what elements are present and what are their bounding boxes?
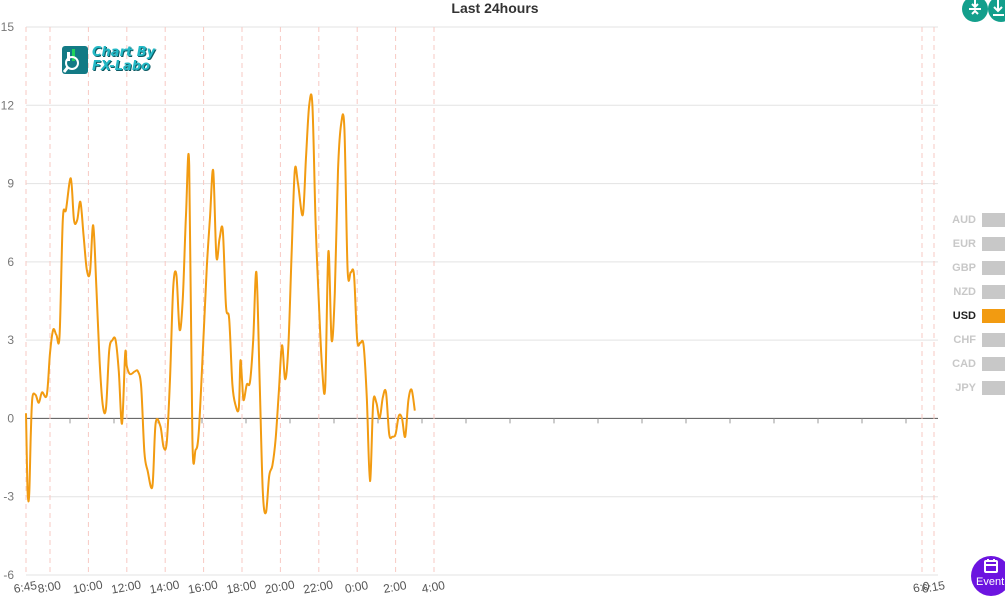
x-tick-label: 2:00 [382, 578, 408, 595]
legend-label: GBP [952, 262, 976, 274]
download-icon[interactable] [988, 0, 1005, 22]
legend-label: USD [952, 310, 976, 322]
legend-item-eur[interactable]: EUR [940, 232, 1005, 256]
chart-by-logo: Chart By FX-Labo [62, 46, 155, 74]
legend-swatch [982, 213, 1005, 227]
x-tick-label: 12:00 [110, 578, 142, 595]
x-tick-label: 6:0 [912, 579, 931, 595]
legend-swatch [982, 237, 1005, 251]
y-tick-label: -6 [3, 568, 14, 582]
x-tick-label: 0:00 [344, 578, 370, 595]
x-tick-label: 6:15 [921, 578, 947, 595]
logo-line1: Chart By [92, 45, 156, 60]
legend-item-jpy[interactable]: JPY [940, 376, 1005, 400]
x-tick-label: 20:00 [264, 578, 296, 595]
legend-label: CAD [952, 358, 976, 370]
legend-swatch [982, 333, 1005, 347]
legend-swatch [982, 285, 1005, 299]
x-tick-label: 4:00 [421, 578, 447, 595]
event-button[interactable]: Event [971, 556, 1005, 596]
legend-label: JPY [955, 382, 976, 394]
legend-item-usd[interactable]: USD [940, 304, 1005, 328]
legend-swatch [982, 357, 1005, 371]
chart-title: Last 24hours [451, 0, 539, 16]
y-tick-label: 3 [7, 333, 14, 347]
y-tick-label: 12 [1, 98, 15, 112]
currency-legend: AUD EUR GBP NZD USD CHF CAD JPY [940, 208, 1005, 400]
legend-swatch [982, 381, 1005, 395]
legend-label: EUR [952, 238, 976, 250]
legend-item-gbp[interactable]: GBP [940, 256, 1005, 280]
legend-swatch [982, 261, 1005, 275]
y-tick-label: -3 [3, 490, 14, 504]
y-tick-label: 9 [7, 177, 14, 191]
y-tick-label: 0 [7, 411, 14, 425]
compress-icon[interactable] [962, 0, 988, 22]
legend-swatch [982, 309, 1005, 323]
x-tick-label: 14:00 [149, 578, 181, 595]
x-tick-label: 6:45 [13, 578, 39, 595]
logo-line2: FX-Labo [92, 59, 151, 74]
legend-item-cad[interactable]: CAD [940, 352, 1005, 376]
x-tick-label: 10:00 [72, 578, 104, 595]
event-button-label: Event [976, 576, 1005, 588]
x-tick-label: 18:00 [225, 578, 257, 595]
x-tick-label: 22:00 [302, 578, 334, 595]
legend-label: NZD [953, 286, 976, 298]
x-tick-label: 16:00 [187, 578, 219, 595]
legend-item-chf[interactable]: CHF [940, 328, 1005, 352]
calendar-icon [984, 559, 998, 573]
series-line-usd [25, 93, 416, 515]
legend-item-aud[interactable]: AUD [940, 208, 1005, 232]
legend-item-nzd[interactable]: NZD [940, 280, 1005, 304]
x-tick-label: 8:00 [37, 578, 63, 595]
y-tick-label: 15 [1, 20, 15, 34]
y-tick-label: 6 [7, 255, 14, 269]
chart-logo-icon [62, 46, 88, 74]
legend-label: AUD [952, 214, 976, 226]
legend-label: CHF [953, 334, 976, 346]
